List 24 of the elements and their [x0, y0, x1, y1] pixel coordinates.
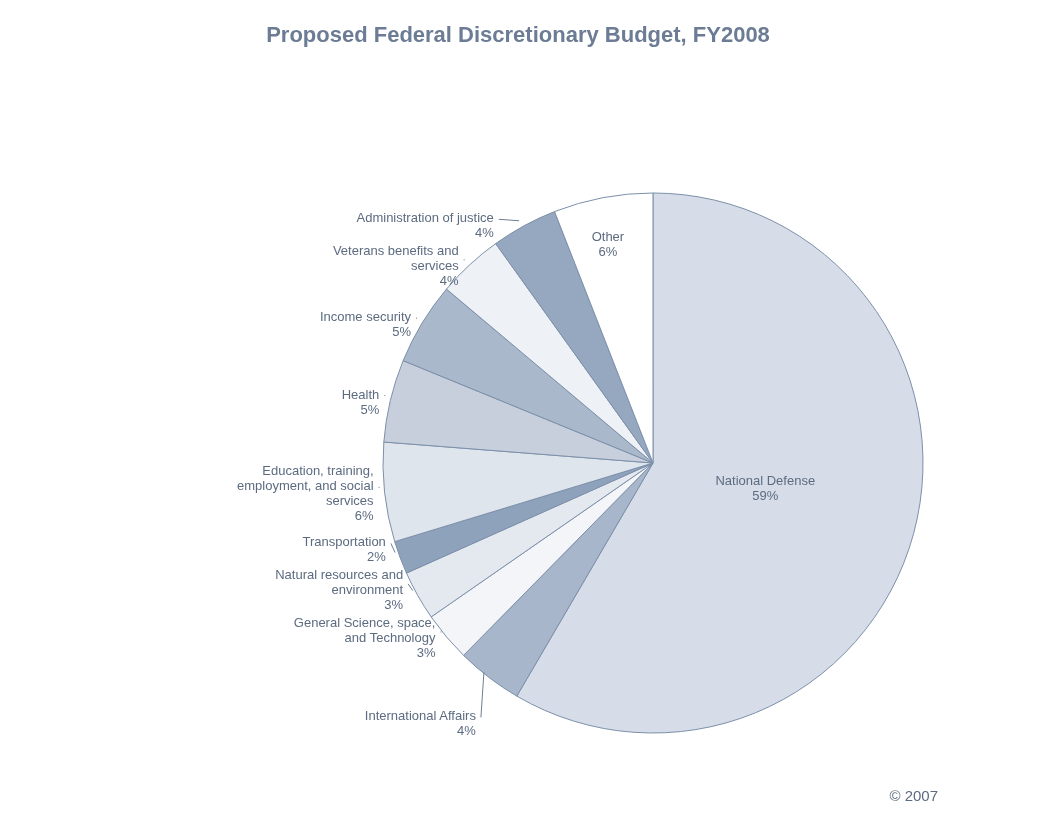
text: © 2007: [889, 787, 938, 804]
data-label: 3%: [416, 645, 436, 661]
chart-title: Proposed Federal Discretionary Budget, FY2008: [265, 21, 771, 48]
data-label: 5%: [392, 324, 412, 340]
slice-label: National Defense: [715, 473, 816, 489]
data-label: 59%: [752, 488, 779, 504]
data-label: 4%: [439, 273, 460, 289]
slice-label: International Affairs: [364, 708, 477, 724]
slice-label: Administration of justice: [356, 210, 494, 226]
slice-label: Natural resources and environment: [275, 567, 404, 598]
slice-label: Veterans benefits and services: [332, 243, 460, 274]
slice-label: Income security: [319, 309, 412, 325]
data-label: 2%: [367, 549, 387, 565]
slice-label: Health: [341, 387, 380, 403]
data-label: 5%: [360, 402, 380, 418]
slice-label: Transportation: [302, 534, 386, 550]
slice-label: Education, training, employment, and social services: [237, 463, 375, 509]
data-label: 3%: [384, 597, 404, 613]
data-label: 4%: [457, 723, 477, 739]
data-label: 4%: [475, 225, 495, 241]
data-label: 6%: [598, 244, 618, 260]
slice-label: General Science, space, and Technology: [293, 615, 436, 646]
data-label: 6%: [354, 508, 375, 524]
slice-label: Other: [591, 229, 625, 245]
